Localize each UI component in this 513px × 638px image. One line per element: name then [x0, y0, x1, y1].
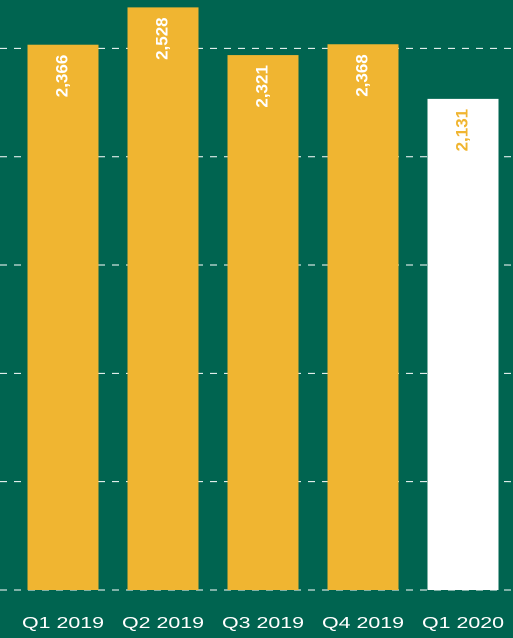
value-label: 2,368 — [352, 54, 371, 97]
x-tick-label: Q3 2019 — [222, 615, 304, 632]
value-label: 2,131 — [452, 109, 471, 152]
bar — [327, 44, 399, 590]
value-label: 2,366 — [52, 55, 71, 98]
bar — [227, 55, 299, 590]
value-label: 2,321 — [252, 65, 271, 108]
x-tick-label: Q4 2019 — [322, 615, 404, 632]
bar — [427, 98, 499, 590]
value-label: 2,528 — [152, 17, 171, 60]
x-tick-label: Q1 2020 — [422, 615, 504, 632]
bar — [127, 7, 199, 590]
bar — [27, 44, 99, 590]
x-tick-label: Q2 2019 — [122, 615, 204, 632]
x-tick-label: Q1 2019 — [22, 615, 104, 632]
